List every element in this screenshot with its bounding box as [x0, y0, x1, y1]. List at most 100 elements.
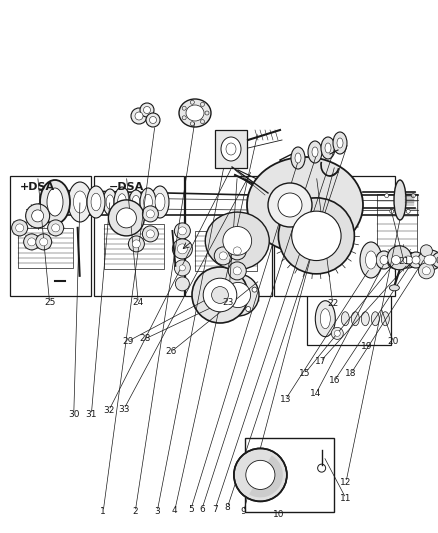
Text: 1: 1 [100, 507, 106, 516]
Circle shape [261, 238, 265, 244]
Circle shape [143, 107, 150, 114]
Circle shape [146, 210, 154, 218]
Ellipse shape [393, 180, 405, 220]
Circle shape [39, 238, 48, 246]
Circle shape [219, 287, 223, 292]
Circle shape [405, 209, 409, 213]
Circle shape [233, 247, 241, 255]
Circle shape [397, 184, 401, 188]
Ellipse shape [294, 153, 300, 163]
Text: 23: 23 [222, 298, 233, 307]
Text: 21: 21 [397, 257, 409, 265]
Ellipse shape [320, 137, 334, 159]
Circle shape [146, 230, 154, 238]
Text: 32: 32 [103, 406, 114, 415]
Bar [195, 231, 257, 271]
Ellipse shape [379, 255, 387, 264]
Ellipse shape [332, 132, 346, 154]
Circle shape [244, 455, 250, 460]
Circle shape [237, 479, 242, 484]
Circle shape [35, 234, 52, 250]
Circle shape [237, 466, 242, 471]
Bar [185, 176, 272, 296]
Ellipse shape [417, 250, 438, 270]
Text: 16: 16 [328, 376, 339, 385]
Text: 28: 28 [139, 335, 150, 343]
Text: 12: 12 [339, 478, 351, 487]
Circle shape [216, 274, 258, 316]
Ellipse shape [386, 251, 404, 269]
Circle shape [386, 246, 410, 270]
Ellipse shape [397, 252, 417, 268]
Bar [104, 224, 164, 269]
Circle shape [437, 252, 438, 268]
Circle shape [334, 330, 339, 336]
Circle shape [235, 275, 240, 280]
Ellipse shape [407, 252, 423, 268]
Ellipse shape [314, 301, 335, 337]
Circle shape [142, 206, 158, 222]
Circle shape [257, 451, 262, 456]
Bar [215, 130, 247, 168]
Text: 31: 31 [85, 410, 97, 419]
Text: 7: 7 [212, 505, 218, 513]
Text: 14: 14 [310, 389, 321, 398]
Ellipse shape [155, 193, 165, 211]
Circle shape [146, 113, 159, 127]
Ellipse shape [179, 99, 211, 127]
Text: 26: 26 [165, 348, 177, 356]
Circle shape [230, 310, 236, 316]
Ellipse shape [247, 157, 362, 253]
Circle shape [421, 267, 429, 275]
Circle shape [172, 239, 192, 259]
Circle shape [32, 210, 43, 222]
Circle shape [228, 242, 246, 260]
Circle shape [223, 227, 251, 255]
Circle shape [331, 327, 343, 340]
Circle shape [28, 238, 35, 246]
Circle shape [174, 260, 190, 276]
Wedge shape [248, 455, 282, 497]
Circle shape [278, 198, 353, 274]
Circle shape [131, 108, 147, 124]
Ellipse shape [359, 242, 381, 278]
Ellipse shape [87, 186, 105, 218]
Circle shape [16, 224, 24, 232]
Circle shape [219, 252, 227, 260]
Text: 10: 10 [272, 510, 284, 519]
Ellipse shape [381, 312, 389, 326]
Text: 13: 13 [279, 395, 290, 404]
Ellipse shape [350, 312, 358, 326]
Circle shape [177, 244, 187, 254]
Text: 30: 30 [68, 410, 79, 419]
Circle shape [278, 466, 283, 471]
Bar [274, 176, 394, 296]
Ellipse shape [114, 187, 130, 217]
Circle shape [128, 236, 144, 252]
Circle shape [132, 240, 140, 248]
Circle shape [234, 212, 239, 217]
Circle shape [278, 479, 283, 484]
Text: 11: 11 [339, 494, 351, 503]
Ellipse shape [431, 252, 438, 268]
Circle shape [257, 494, 262, 499]
Ellipse shape [311, 147, 317, 157]
Ellipse shape [340, 312, 349, 326]
Circle shape [244, 490, 250, 495]
Text: 5: 5 [187, 505, 194, 513]
Text: 9: 9 [240, 507, 246, 516]
Circle shape [389, 209, 393, 213]
Circle shape [245, 461, 274, 489]
Circle shape [25, 204, 49, 228]
Ellipse shape [132, 196, 140, 208]
Circle shape [225, 306, 230, 312]
Text: +DSA: +DSA [20, 182, 55, 192]
Circle shape [245, 306, 250, 312]
Ellipse shape [290, 147, 304, 169]
Ellipse shape [143, 195, 152, 209]
Ellipse shape [360, 312, 368, 326]
Text: 3: 3 [154, 507, 160, 516]
Circle shape [108, 200, 144, 236]
Circle shape [211, 287, 228, 303]
Ellipse shape [324, 143, 330, 153]
